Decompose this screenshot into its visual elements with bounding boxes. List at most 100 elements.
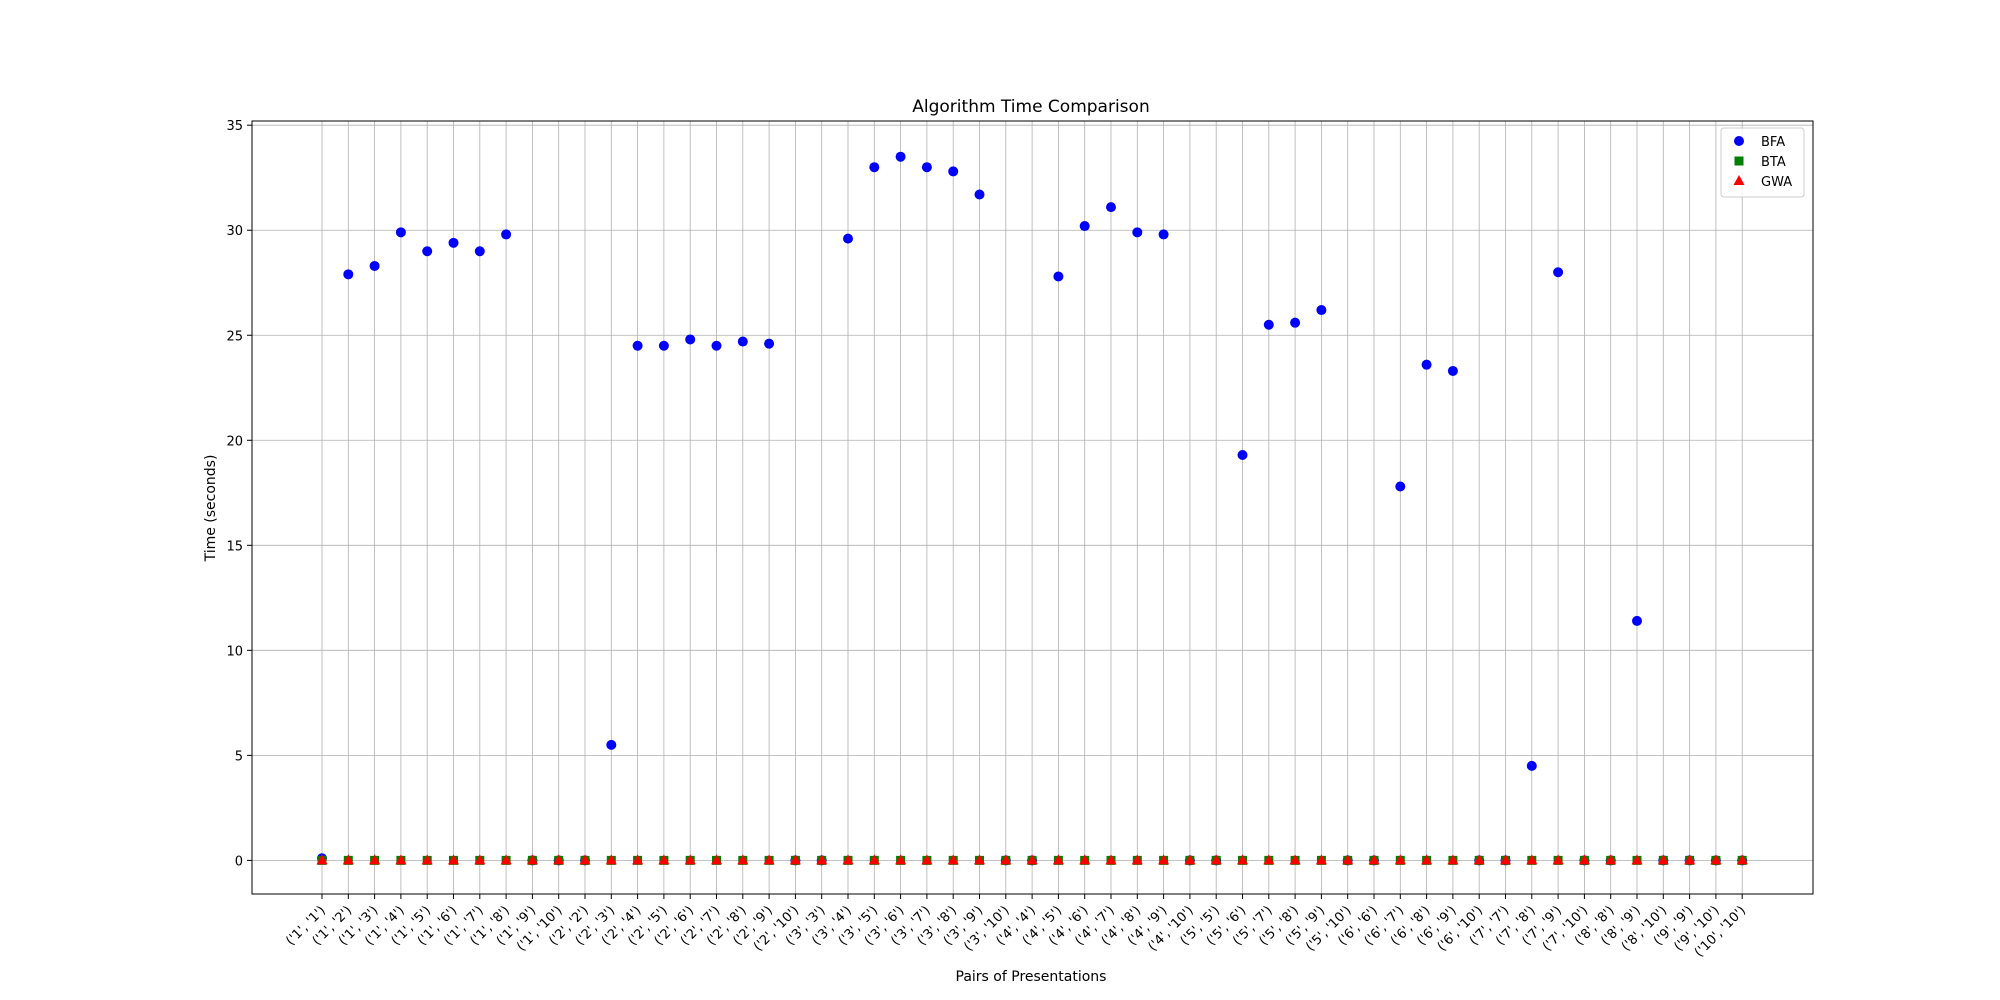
- gwa-point: [895, 854, 907, 865]
- gwa-point: [1552, 854, 1564, 865]
- gwa-point: [1657, 854, 1669, 865]
- bfa-point: [1632, 615, 1642, 626]
- y-tick-label: 0: [235, 854, 243, 869]
- gwa-point: [711, 854, 722, 865]
- gwa-point: [816, 854, 828, 865]
- x-axis-label: Pairs of Presentations: [956, 969, 1107, 985]
- gwa-point: [1500, 854, 1511, 865]
- legend-marker-gwa: [1733, 175, 1745, 185]
- gwa-point: [500, 854, 512, 865]
- gwa-point: [1210, 854, 1222, 865]
- bfa-point: [1447, 365, 1458, 376]
- bfa-point: [948, 166, 959, 177]
- gwa-point: [1631, 854, 1643, 865]
- gwa-point: [395, 854, 407, 865]
- gwa-point: [789, 854, 801, 865]
- gwa-point: [1131, 854, 1143, 865]
- bfa-point: [1421, 359, 1432, 370]
- gwa-point: [1473, 854, 1485, 865]
- gwa-point: [842, 854, 854, 865]
- grid: [252, 121, 1813, 894]
- gwa-point: [1736, 854, 1748, 865]
- gwa-point: [684, 854, 696, 865]
- gwa-point: [316, 854, 328, 865]
- gwa-point: [1184, 854, 1196, 865]
- gwa-point: [868, 854, 880, 865]
- bfa-point: [737, 336, 748, 347]
- gwa-point: [632, 854, 644, 865]
- y-axis-label: Time (seconds): [203, 455, 219, 563]
- gwa-point: [1026, 854, 1038, 865]
- gwa-point: [605, 854, 617, 865]
- gwa-point: [737, 854, 749, 865]
- bfa-point: [843, 233, 853, 244]
- gwa-point: [1684, 854, 1696, 865]
- gwa-point: [1237, 854, 1248, 865]
- bfa-point: [1316, 305, 1327, 316]
- bfa-point: [1132, 227, 1143, 238]
- gwa-point: [579, 854, 591, 865]
- y-axis: 0 5 10 15 20 25 30 35: [226, 119, 252, 869]
- bfa-point: [658, 340, 669, 351]
- bfa-point: [974, 189, 985, 200]
- bfa-point: [1263, 319, 1274, 330]
- gwa-point: [947, 854, 959, 865]
- gwa-point: [1394, 854, 1406, 865]
- legend-marker-bta: [1734, 156, 1744, 166]
- legend-label-bfa: BFA: [1761, 135, 1785, 150]
- bfa-point: [685, 334, 696, 345]
- legend-marker-bfa: [1734, 136, 1744, 146]
- y-tick-label: 25: [226, 329, 243, 344]
- gwa-point: [1079, 854, 1091, 865]
- gwa-point: [1158, 854, 1170, 865]
- y-tick-label: 35: [226, 119, 243, 134]
- bfa-point: [764, 338, 775, 349]
- bfa-point: [343, 269, 354, 280]
- gwa-point: [448, 854, 459, 865]
- gwa-point: [1526, 854, 1538, 865]
- gwa-point: [1052, 854, 1064, 865]
- chart-title: Algorithm Time Comparison: [912, 97, 1149, 117]
- bfa-point: [1106, 202, 1116, 213]
- bfa-point: [711, 340, 722, 351]
- gwa-point: [1605, 854, 1617, 865]
- y-tick-label: 15: [226, 539, 243, 554]
- gwa-point: [474, 854, 486, 865]
- gwa-point: [1578, 854, 1590, 865]
- bfa-point: [448, 237, 459, 248]
- gwa-point: [421, 854, 433, 865]
- legend-box: [1720, 127, 1805, 198]
- gwa-point: [1710, 854, 1722, 865]
- gwa-point: [342, 854, 354, 865]
- bfa-point: [422, 246, 433, 257]
- bfa-point: [1553, 267, 1564, 278]
- bfa-point: [1053, 271, 1064, 282]
- legend-label-bta: BTA: [1761, 155, 1786, 170]
- gwa-point: [921, 854, 933, 865]
- bfa-point: [501, 229, 512, 240]
- bfa-point: [1395, 481, 1406, 492]
- y-tick-label: 10: [226, 644, 243, 659]
- bfa-point: [869, 162, 880, 173]
- gwa-point: [1289, 854, 1301, 865]
- gwa-point: [1105, 854, 1117, 865]
- bfa-point: [895, 151, 906, 162]
- bfa-point: [1158, 229, 1169, 240]
- bfa-point: [1079, 221, 1090, 232]
- gwa-point: [1447, 854, 1459, 865]
- gwa-point: [974, 854, 985, 865]
- bfa-point: [395, 227, 406, 238]
- gwa-point: [1000, 854, 1012, 865]
- bfa-point: [369, 260, 380, 271]
- gwa-point: [1342, 854, 1354, 865]
- y-tick-label: 20: [226, 434, 243, 449]
- bfa-point: [474, 246, 485, 257]
- bfa-point: [1526, 760, 1537, 771]
- bfa-point: [1290, 317, 1301, 328]
- legend: BFA BTA GWA: [1720, 127, 1805, 198]
- gwa-point: [369, 854, 381, 865]
- gwa-point: [1368, 854, 1380, 865]
- data-marks: [316, 151, 1748, 866]
